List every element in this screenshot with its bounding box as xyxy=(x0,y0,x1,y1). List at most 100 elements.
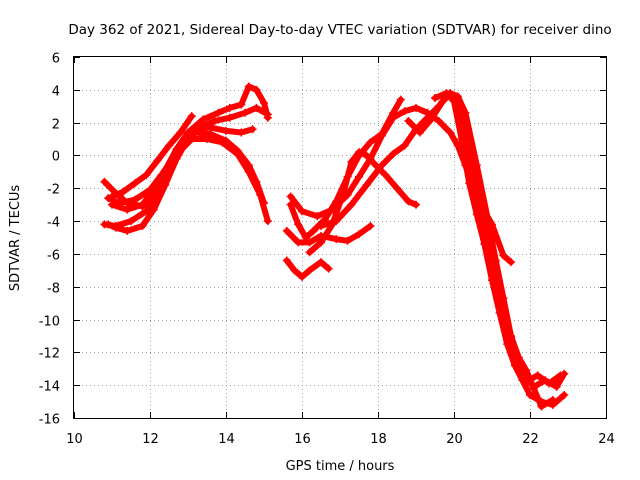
series-line xyxy=(287,96,404,241)
data-point-marker xyxy=(237,100,246,109)
data-point-marker xyxy=(294,238,303,247)
y-tick-label: 4 xyxy=(52,85,60,100)
data-point-marker xyxy=(286,192,295,201)
data-point-marker xyxy=(260,199,268,208)
data-point-marker xyxy=(313,212,322,221)
series-arc-11 xyxy=(305,148,420,257)
y-axis-label: SDTVAR / TECUs xyxy=(8,185,23,292)
data-point-marker xyxy=(225,113,234,122)
data-point-marker xyxy=(305,266,314,275)
data-point-marker xyxy=(119,187,128,196)
y-tick-label: 6 xyxy=(52,52,60,67)
x-tick-label: 16 xyxy=(294,432,311,447)
y-tick-label: -16 xyxy=(39,413,60,428)
data-point-marker xyxy=(104,220,113,229)
data-point-marker xyxy=(370,159,379,168)
x-tick-label: 18 xyxy=(370,432,387,447)
data-point-marker xyxy=(389,113,398,122)
data-point-marker xyxy=(491,272,500,281)
y-tick-label: -12 xyxy=(39,347,60,362)
data-point-marker xyxy=(244,161,253,170)
y-tick-label: -10 xyxy=(39,315,60,330)
data-point-marker xyxy=(301,233,310,242)
series-arc-6 xyxy=(108,112,196,201)
series-line xyxy=(105,104,271,234)
data-point-marker xyxy=(377,131,386,140)
data-point-marker xyxy=(503,340,512,349)
data-point-marker xyxy=(298,272,306,281)
data-point-marker xyxy=(453,98,462,107)
data-point-marker xyxy=(427,115,436,124)
data-point-marker xyxy=(465,179,474,188)
data-point-marker xyxy=(252,177,261,186)
data-point-marker xyxy=(393,184,401,193)
x-tick-label: 22 xyxy=(522,432,539,447)
data-point-marker xyxy=(138,200,147,209)
series-arc-7 xyxy=(282,256,333,281)
data-point-marker xyxy=(252,85,261,94)
data-point-marker xyxy=(343,236,352,245)
data-point-marker xyxy=(552,382,561,391)
data-point-marker xyxy=(233,146,242,155)
data-point-marker xyxy=(461,126,470,135)
data-point-marker xyxy=(533,371,542,380)
series-line xyxy=(109,113,195,200)
data-point-marker xyxy=(377,161,386,170)
series-line xyxy=(306,149,419,256)
data-point-marker xyxy=(108,192,116,201)
data-point-marker xyxy=(142,207,151,216)
data-point-marker xyxy=(366,222,375,231)
data-point-marker xyxy=(222,136,230,145)
data-point-marker xyxy=(381,171,390,180)
series-arc-8 xyxy=(282,222,375,247)
data-point-marker xyxy=(123,205,132,214)
data-point-marker xyxy=(210,116,219,125)
data-point-marker xyxy=(442,89,451,98)
data-point-marker xyxy=(362,151,371,160)
data-point-marker xyxy=(108,200,116,209)
data-point-marker xyxy=(446,128,455,137)
data-point-marker xyxy=(339,187,348,196)
data-point-marker xyxy=(518,376,527,385)
y-tick-label: 2 xyxy=(52,118,60,133)
data-point-marker xyxy=(507,258,515,267)
x-tick-label: 12 xyxy=(142,432,159,447)
data-point-marker xyxy=(355,172,363,181)
data-point-marker xyxy=(389,149,398,158)
data-point-marker xyxy=(282,256,291,265)
data-point-marker xyxy=(499,251,508,260)
data-point-marker xyxy=(142,171,151,180)
series-arc-5 xyxy=(108,82,272,214)
data-point-marker xyxy=(355,148,363,157)
data-point-marker xyxy=(434,116,443,125)
y-tick-label: -14 xyxy=(39,380,60,395)
data-point-marker xyxy=(153,156,162,165)
data-point-marker xyxy=(149,205,158,214)
y-tick-label: -6 xyxy=(47,249,60,264)
data-point-marker xyxy=(404,197,413,206)
x-tick-label: 24 xyxy=(598,432,615,447)
data-point-marker xyxy=(415,128,424,137)
x-tick-label: 14 xyxy=(218,432,235,447)
data-point-marker xyxy=(507,333,515,342)
data-point-marker xyxy=(560,391,569,400)
series-arc-9 xyxy=(286,95,405,242)
series-layer xyxy=(100,82,569,411)
data-point-marker xyxy=(317,238,325,247)
data-point-marker xyxy=(248,125,257,134)
data-point-marker xyxy=(400,141,409,150)
data-point-marker xyxy=(138,222,147,231)
data-point-marker xyxy=(362,180,371,189)
data-point-marker xyxy=(324,264,333,273)
series-arc-1 xyxy=(100,135,272,231)
data-point-marker xyxy=(396,95,405,104)
data-point-marker xyxy=(309,226,318,235)
x-tick-label: 20 xyxy=(446,432,463,447)
chart-title: Day 362 of 2021, Sidereal Day-to-day VTE… xyxy=(68,22,611,38)
series-line xyxy=(283,257,332,280)
data-point-marker xyxy=(438,97,447,106)
data-point-marker xyxy=(355,230,363,239)
data-point-marker xyxy=(347,158,356,167)
data-point-marker xyxy=(332,235,341,244)
